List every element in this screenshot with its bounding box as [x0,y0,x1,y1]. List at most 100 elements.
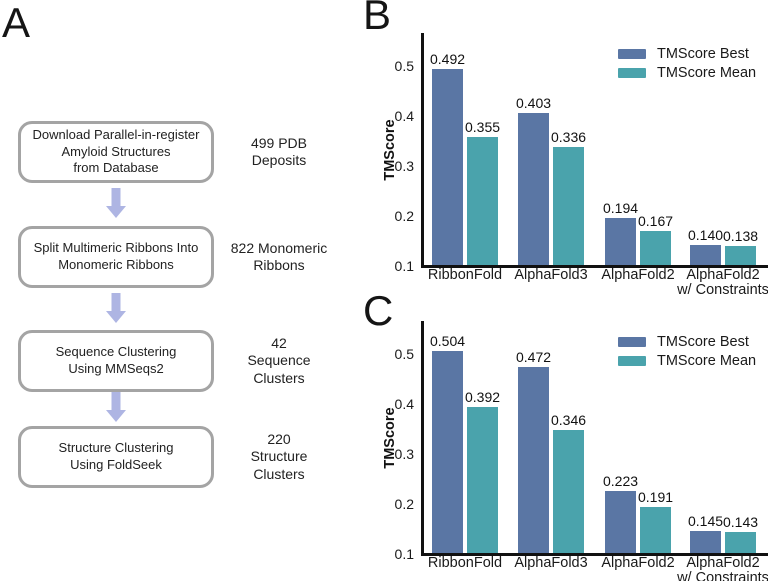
y-tick-label: 0.3 [394,446,414,462]
bar-value-label: 0.138 [722,228,759,244]
x-category-line: AlphaFold2 [686,555,760,571]
flow-box-download: Download Parallel-in-register Amyloid Str… [18,121,214,183]
legend-swatch-best [618,48,646,59]
bar-mean-4 [725,532,756,553]
bar-mean-2 [553,147,584,265]
bar-value-label: 0.194 [602,200,639,216]
x-category-label: RibbonFold [428,556,502,571]
bar-value-label: 0.223 [602,473,639,489]
flow-box-line: from Database [73,160,159,176]
flow-side-line: Structure [250,448,308,465]
y-tick-label: 0.2 [394,208,414,224]
legend-swatch-best [618,336,646,347]
x-category-line: AlphaFold3 [514,555,588,571]
x-category-label: AlphaFold2 w/ Constraints [677,556,768,581]
bar-value-label: 0.140 [687,227,724,243]
x-category-line: RibbonFold [427,267,503,283]
x-category-line: AlphaFold2 [686,267,760,283]
bar-best-1 [432,351,463,553]
x-category-label: AlphaFold3 [514,556,587,571]
y-axis-line [421,321,424,555]
flow-step-sequence-clustering: Sequence Clustering Using MMSeqs2 42 Sequen… [18,330,344,392]
legend-item-best: TMScore Best [618,44,756,63]
x-axis-line [421,553,768,556]
flow-side-line: Ribbons [253,257,305,273]
flow-side-line: 822 Monomeric [230,239,328,256]
y-tick-label: 0.3 [394,158,414,174]
flow-side-label-structure-clustering: 220 Structure Clusters [214,431,344,484]
flow-step-split: Split Multimeric Ribbons Into Monomeric R… [18,226,344,288]
bar-best-4 [690,245,721,265]
bar-mean-4 [725,246,756,265]
flowchart: Download Parallel-in-register Amyloid Str… [0,0,360,581]
flow-side-line: Clusters [253,465,305,482]
flow-box-line: Using FoldSeek [70,457,162,472]
legend-label-mean: TMScore Mean [657,352,757,369]
bar-mean-3 [640,507,671,553]
y-tick-label: 0.4 [394,108,414,124]
legend-swatch-mean [618,67,646,78]
panel-a: A Download Parallel-in-register Amyloid S… [0,0,360,581]
x-category-line: AlphaFold2 [601,267,675,283]
x-category-label: AlphaFold3 [514,268,587,283]
flow-step-structure-clustering: Structure Clustering Using FoldSeek 220 Str… [18,426,344,488]
flow-step-download: Download Parallel-in-register Amyloid Str… [18,121,344,183]
bar-mean-2 [553,430,584,553]
bar-best-3 [605,218,636,265]
flow-box-line: Structure Clustering [58,440,174,456]
y-tick-label: 0.4 [394,396,414,412]
bar-value-label: 0.492 [429,51,466,67]
bar-value-label: 0.191 [637,489,674,505]
bar-mean-1 [467,137,498,265]
flow-side-line: 220 [267,430,291,447]
flow-box-line: Sequence Clustering [55,344,177,360]
bar-mean-3 [640,231,671,265]
flow-side-line: 42 [271,334,287,351]
bar-mean-1 [467,407,498,553]
y-tick-label: 0.5 [394,346,414,362]
legend-label-best: TMScore Best [657,45,749,62]
legend-item-mean: TMScore Mean [618,63,756,82]
down-arrow-icon [103,293,129,323]
panel-c-letter: C [363,287,394,334]
flow-side-line: 499 PDB [250,134,308,151]
flow-side-label-download: 499 PDB Deposits [214,135,344,170]
x-axis-line [421,265,768,268]
legend-item-best: TMScore Best [618,332,756,351]
flow-box-sequence-clustering: Sequence Clustering Using MMSeqs2 [18,330,214,392]
flow-side-line: Sequence [247,352,311,369]
x-category-line: AlphaFold3 [514,267,588,283]
x-category-line: w/ Constraints [677,282,768,298]
bar-value-label: 0.403 [515,95,552,111]
bar-value-label: 0.355 [464,119,501,135]
x-category-label: AlphaFold2 [601,556,674,571]
flow-side-label-split: 822 Monomeric Ribbons [214,240,344,275]
x-category-line: w/ Constraints [677,570,768,581]
legend-item-mean: TMScore Mean [618,351,756,370]
bar-value-label: 0.504 [429,333,466,349]
x-category-label: AlphaFold2 w/ Constraints [677,268,768,298]
legend-label-mean: TMScore Mean [657,64,757,81]
flow-side-line: Clusters [253,369,305,386]
flow-box-structure-clustering: Structure Clustering Using FoldSeek [18,426,214,488]
y-tick-label: 0.5 [394,58,414,74]
bar-value-label: 0.346 [550,412,587,428]
panel-c: C TMScore 0.1 0.2 0.3 0.4 0.5 0.504 0.472 0.223… [360,288,768,581]
flow-box-line: Split Multimeric Ribbons Into [33,240,199,256]
y-tick-label: 0.2 [394,496,414,512]
y-tick-label: 0.1 [394,258,414,274]
bar-best-3 [605,491,636,553]
bar-best-4 [690,531,721,553]
legend: TMScore Best TMScore Mean [618,44,756,82]
bar-value-label: 0.392 [464,389,501,405]
flow-side-label-sequence-clustering: 42 Sequence Clusters [214,335,344,388]
panel-a-letter: A [2,0,31,46]
flow-box-split: Split Multimeric Ribbons Into Monomeric R… [18,226,214,288]
bar-best-2 [518,367,549,553]
x-category-line: RibbonFold [427,555,503,571]
bar-chart-b: TMScore 0.1 0.2 0.3 0.4 0.5 0.492 0.403 0.194 0.… [360,0,768,300]
bar-value-label: 0.167 [637,213,674,229]
bar-value-label: 0.143 [722,514,759,530]
y-tick-label: 0.1 [394,546,414,562]
